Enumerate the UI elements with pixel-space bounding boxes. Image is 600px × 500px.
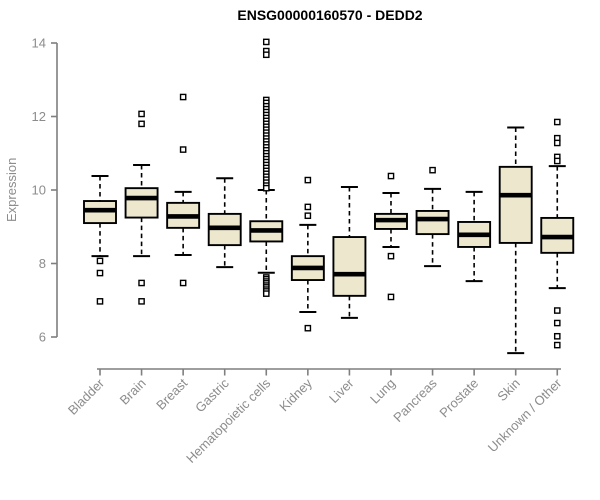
outlier-point [96,298,104,305]
x-category-label: Liver [326,375,357,406]
outlier-point [96,269,104,277]
x-category-label: Gastric [192,375,232,415]
outlier-point [138,279,145,287]
outlier-point [304,176,312,184]
outlier-point [304,212,312,220]
x-category-label: Unknown / Other [485,375,565,455]
outlier-point [553,341,561,349]
x-category-label: Lung [367,376,398,407]
outlier-point [138,298,145,305]
box-pancreas [415,209,450,236]
outlier-point [387,252,395,260]
y-tick-label: 6 [39,330,46,345]
x-category-label: Breast [153,375,190,412]
x-category-label: Brain [117,376,149,408]
x-category-label: Prostate [436,376,481,421]
outlier-point [553,157,561,165]
outlier-point [262,184,270,192]
x-category-label: Pancreas [390,375,440,425]
y-tick-label: 8 [39,256,46,271]
outlier-point [553,332,561,340]
outlier-point [304,203,312,211]
box-skin [498,165,533,244]
outlier-point [262,290,270,297]
x-category-label: Bladder [65,375,108,418]
outlier-point [138,110,145,118]
outlier-point [179,279,187,287]
outlier-point [387,172,395,180]
outlier-point [553,307,561,314]
outlier-point [262,51,270,59]
outlier-point [387,293,395,301]
outlier-point [96,257,104,265]
outlier-point [429,166,436,174]
box-brain [124,187,159,219]
outlier-point [553,319,561,327]
outlier-point [553,118,561,126]
box-liver [332,236,367,297]
outlier-point [138,120,145,128]
outlier-point [179,146,187,153]
y-tick-label: 14 [32,36,46,51]
x-category-label: Kidney [276,375,315,414]
y-tick-label: 10 [32,183,46,198]
outlier-point [304,324,312,332]
x-category-label: Skin [494,376,522,404]
outlier-point [262,38,270,46]
outlier-point [179,93,187,101]
y-tick-label: 12 [32,109,46,124]
outlier-point [553,139,561,147]
chart-title: ENSG00000160570 - DEDD2 [237,7,423,23]
